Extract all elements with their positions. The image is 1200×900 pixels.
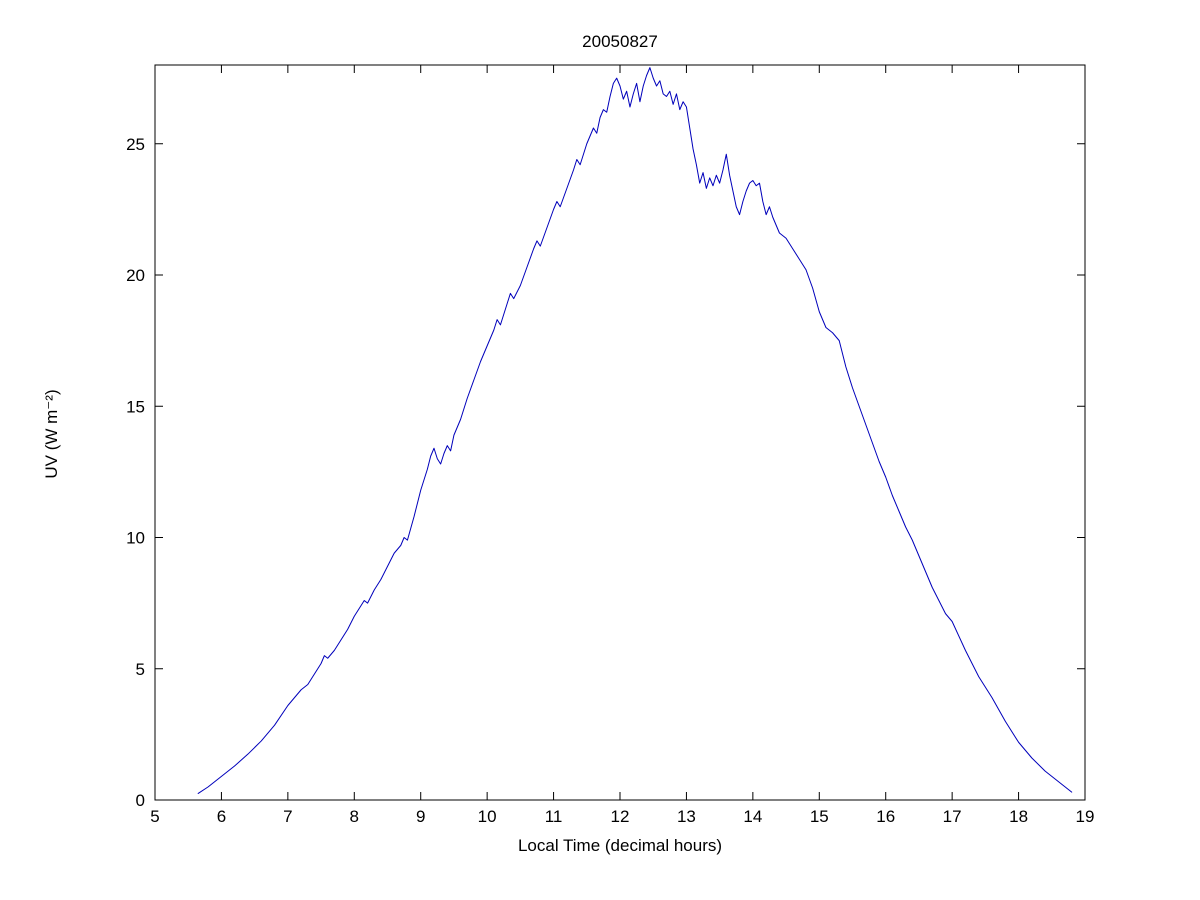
y-tick-label: 15 bbox=[126, 397, 145, 416]
x-tick-label: 18 bbox=[1009, 807, 1028, 826]
chart-title: 20050827 bbox=[582, 32, 658, 51]
x-tick-label: 15 bbox=[810, 807, 829, 826]
y-tick-label: 5 bbox=[136, 660, 145, 679]
y-tick-label: 0 bbox=[136, 791, 145, 810]
x-tick-label: 11 bbox=[545, 807, 563, 826]
x-tick-label: 13 bbox=[677, 807, 696, 826]
x-tick-label: 19 bbox=[1076, 807, 1095, 826]
x-tick-label: 7 bbox=[283, 807, 292, 826]
x-tick-label: 16 bbox=[876, 807, 895, 826]
y-tick-label: 25 bbox=[126, 135, 145, 154]
x-tick-label: 9 bbox=[416, 807, 425, 826]
x-tick-label: 6 bbox=[217, 807, 226, 826]
x-tick-label: 10 bbox=[478, 807, 497, 826]
x-tick-label: 17 bbox=[943, 807, 962, 826]
x-tick-label: 12 bbox=[611, 807, 630, 826]
y-axis-label: UV (W m⁻²) bbox=[42, 389, 61, 479]
x-axis-label: Local Time (decimal hours) bbox=[517, 836, 723, 855]
x-tick-label: 14 bbox=[743, 807, 762, 826]
y-tick-label: 20 bbox=[126, 266, 145, 285]
x-tick-label: 8 bbox=[350, 807, 359, 826]
series-line bbox=[197, 67, 1073, 794]
y-tick-label: 10 bbox=[126, 529, 145, 548]
axes-box bbox=[154, 64, 1086, 801]
x-tick-label: 5 bbox=[150, 807, 159, 826]
